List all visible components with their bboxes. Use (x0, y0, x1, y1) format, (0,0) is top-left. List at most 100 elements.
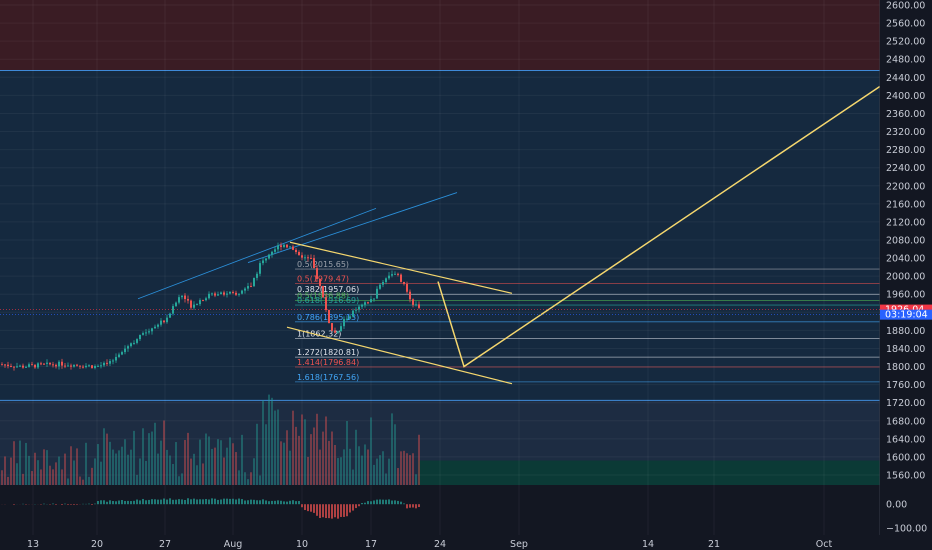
candle-body (73, 364, 75, 367)
candle-body (289, 246, 291, 248)
candle-body (262, 260, 264, 264)
candle-body (172, 306, 174, 314)
candle-body (325, 297, 327, 310)
candle-body (364, 302, 366, 305)
candle-body (130, 343, 132, 347)
candle-body (193, 304, 195, 308)
candle-body (142, 333, 144, 335)
candle-body (265, 258, 267, 261)
candle-body (394, 273, 396, 275)
price-tick-label: 1880.00 (886, 326, 925, 337)
price-tick-label: 1560.00 (886, 471, 925, 482)
candle-body (178, 297, 180, 303)
channel-lower-line (137, 207, 377, 300)
price-tick-label: 1720.00 (886, 398, 925, 409)
candle-body (121, 352, 123, 355)
candle-body (7, 364, 9, 367)
candle-body (97, 365, 99, 367)
candle-body (109, 361, 111, 364)
candle-body (103, 362, 105, 366)
candle-body (331, 323, 333, 331)
projection-drawing[interactable] (286, 85, 881, 385)
candle-body (169, 313, 171, 318)
upper-resistance-zone (0, 0, 880, 71)
time-tick-label: 13 (27, 539, 39, 550)
candle-body (286, 244, 288, 248)
candle-body (334, 330, 336, 333)
projection-path (437, 85, 881, 368)
candle-body (82, 366, 84, 368)
price-tick-label: 2320.00 (886, 127, 925, 138)
fib-level-label: 0.618(1916.69) (297, 296, 359, 305)
candle-body (226, 293, 228, 295)
candle-body (106, 362, 108, 364)
time-axis[interactable] (0, 535, 880, 550)
fib-level-label: 1(1862.32) (297, 330, 341, 339)
candles (1, 242, 420, 371)
price-tick-label: 1600.00 (886, 452, 925, 463)
candle-body (337, 331, 339, 333)
price-tick-label: 1800.00 (886, 362, 925, 373)
candle-body (391, 274, 393, 276)
candle-body (4, 364, 6, 366)
candle-body (406, 283, 408, 292)
candle-body (1, 364, 3, 366)
price-tick-label: 1680.00 (886, 416, 925, 427)
price-axis[interactable] (880, 0, 932, 550)
candle-body (208, 293, 210, 299)
candle-body (217, 294, 219, 296)
fib-level-label: 1.414(1796.84) (297, 358, 359, 367)
candle-body (259, 263, 261, 274)
candle-body (136, 339, 138, 343)
oscillator-tick-label: −100.00 (886, 523, 927, 534)
candle-body (133, 342, 135, 344)
candle-body (31, 364, 33, 366)
channel-upper-line (247, 192, 458, 264)
candle-body (199, 300, 201, 305)
candle-body (181, 295, 183, 298)
price-tick-label: 2040.00 (886, 254, 925, 265)
oscillator-panel (0, 485, 880, 535)
candle-body (211, 293, 213, 295)
price-axis-ticks: 2600.00 2560.00 2520.00 2480.00 2440.00 2400.… (886, 1, 927, 535)
candle-body (412, 299, 414, 305)
candle-body (88, 365, 90, 367)
candle-body (115, 356, 117, 361)
candle-body (298, 252, 300, 256)
candle-body (70, 365, 72, 367)
candle-body (55, 364, 57, 367)
candle-body (280, 245, 282, 247)
candle-body (100, 365, 102, 367)
candle-body (283, 244, 285, 247)
price-tag-box (880, 304, 932, 315)
candle-body (154, 326, 156, 329)
candle-body (52, 364, 54, 366)
candle-body (232, 291, 234, 293)
price-tick-label: 2000.00 (886, 272, 925, 283)
price-tick-label: 2200.00 (886, 181, 925, 192)
candle-body (316, 268, 318, 280)
ascending-channel[interactable] (137, 192, 458, 300)
price-tick-label: 2240.00 (886, 163, 925, 174)
price-tick-label: 2280.00 (886, 145, 925, 156)
candle-body (400, 274, 402, 282)
time-tick-label: 27 (159, 539, 171, 550)
candle-body (244, 288, 246, 291)
wedge-upper-line (289, 241, 513, 294)
fib-level-label: 1.618(1767.56) (297, 373, 359, 382)
candle-body (205, 298, 207, 301)
candle-body (361, 304, 363, 307)
candle-body (148, 331, 150, 333)
candle-body (292, 246, 294, 250)
candle-body (151, 328, 153, 332)
candle-body (340, 326, 342, 332)
price-tick-label: 2440.00 (886, 73, 925, 84)
candle-body (229, 291, 231, 294)
price-tick-label: 2600.00 (886, 1, 925, 12)
candle-body (22, 365, 24, 368)
candle-body (91, 365, 93, 369)
volume-bars (1, 394, 420, 485)
time-tick-label: 24 (434, 539, 446, 550)
